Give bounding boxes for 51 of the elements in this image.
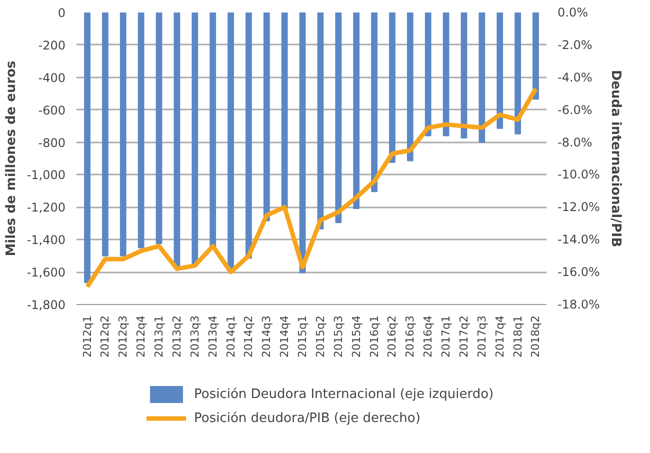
legend-label: Posición Deudora Internacional (eje izquierdo): [194, 386, 494, 402]
x-tick-label: 2018q2: [529, 315, 542, 358]
x-tick-label: 2017q4: [493, 315, 506, 358]
x-tick-label: 2013q2: [170, 315, 184, 358]
x-tick-label: 2014q2: [242, 315, 256, 358]
y2-tick-label: -14.0%: [558, 232, 600, 247]
x-tick-label: 2012q1: [80, 315, 94, 358]
y-tick-label: -1,400: [26, 233, 66, 248]
y-tick-label: -1,000: [26, 168, 66, 182]
y-tick-label: -600: [38, 103, 66, 118]
x-tick-label: 2016q1: [368, 315, 381, 358]
y2-tick-label: -12.0%: [558, 200, 600, 214]
line-series: [85, 86, 538, 289]
y2-axis-title: Deuda internacional/PIB: [608, 70, 623, 248]
y2-tick-label: -4.0%: [558, 70, 592, 84]
y-tick-label: -1,800: [26, 298, 66, 312]
x-tick-label: 2016q2: [386, 315, 399, 358]
y-tick-label: -400: [38, 70, 66, 85]
x-tick-label: 2015q3: [332, 315, 345, 358]
x-tick-label: 2014q3: [260, 315, 274, 358]
x-tick-label: 2012q3: [116, 315, 130, 358]
y-tick-label: -1,200: [26, 200, 66, 215]
y2-tick-label: -10.0%: [558, 168, 600, 182]
y2-tick-label: -18.0%: [558, 298, 600, 312]
x-tick-label: 2016q4: [422, 315, 435, 358]
y2-tick-label: 0.0%: [558, 6, 588, 20]
y2-tick-label: -2.0%: [558, 38, 592, 52]
y-axis-title: Miles de millones de euros: [4, 60, 19, 256]
x-tick-label: 2013q3: [188, 315, 202, 358]
x-tick-label: 2014q4: [278, 315, 292, 358]
x-tick-label: 2014q1: [224, 315, 238, 358]
y2-tick-label: -8.0%: [558, 135, 592, 150]
x-tick-label: 2013q1: [152, 315, 166, 358]
legend-label: Posición deudora/PIB (eje derecho): [194, 410, 420, 426]
y-tick-label: -200: [38, 38, 66, 52]
x-tick-label: 2017q2: [457, 315, 470, 358]
y2-tick-label: -6.0%: [558, 102, 592, 117]
y-tick-label: -1,600: [26, 266, 66, 280]
x-tick-label: 2015q2: [314, 315, 327, 358]
x-tick-label: 2018q1: [511, 315, 524, 358]
x-tick-label: 2015q4: [350, 315, 363, 358]
y2-tick-label: -16.0%: [558, 265, 600, 280]
x-tick-label: 2017q1: [440, 315, 453, 358]
y-tick-label: 0: [58, 6, 66, 20]
y-tick-label: -800: [38, 136, 66, 150]
x-tick-label: 2016q3: [404, 315, 417, 358]
x-tick-label: 2017q3: [475, 315, 488, 358]
x-tick-label: 2013q4: [206, 315, 220, 358]
x-tick-label: 2015q1: [296, 315, 310, 358]
x-tick-label: 2012q2: [98, 315, 112, 358]
x-tick-label: 2012q4: [134, 315, 148, 358]
